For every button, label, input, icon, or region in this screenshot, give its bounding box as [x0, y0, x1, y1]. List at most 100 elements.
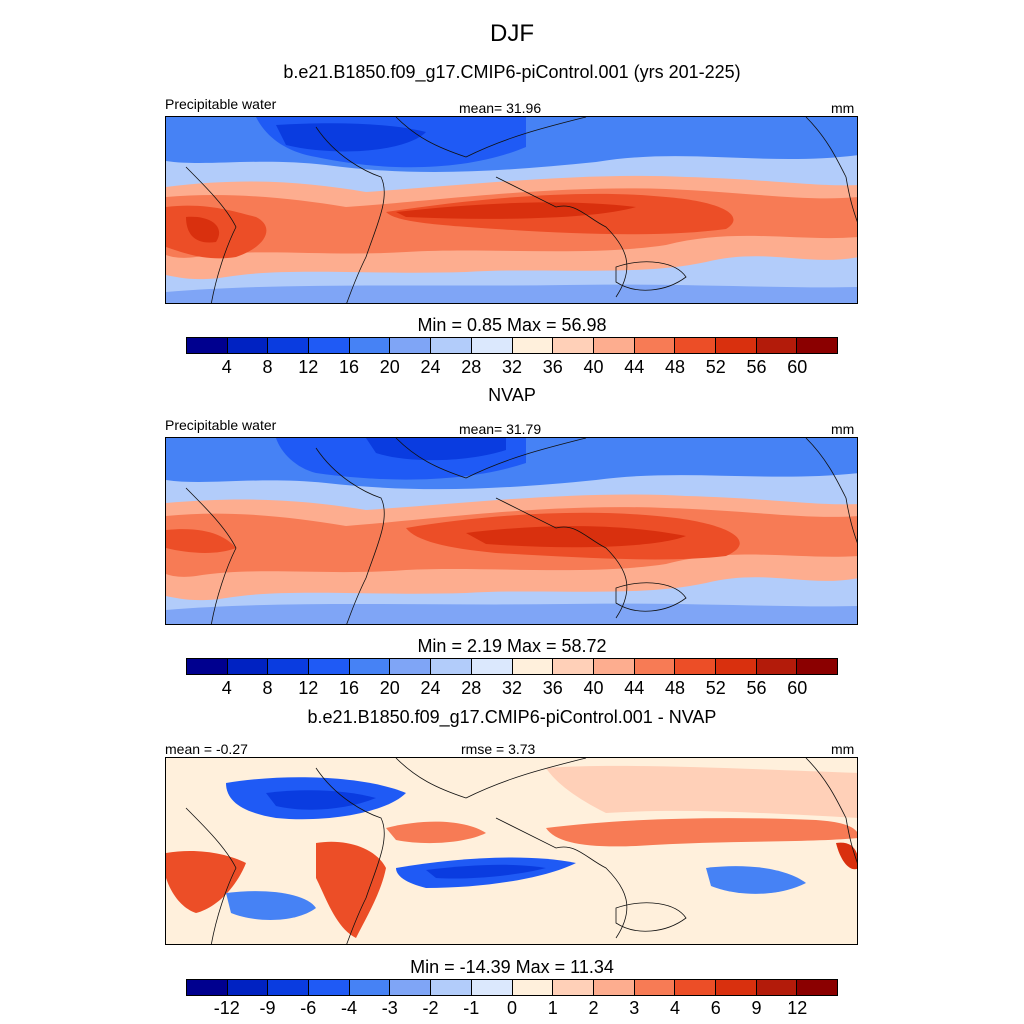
colorbar-segment [634, 659, 676, 674]
colorbar-tick-label: 1 [547, 998, 558, 1018]
panel-2-map [165, 437, 858, 625]
panel-3-map-plot [166, 758, 857, 944]
panel-3-mean-label: mean = -0.27 [165, 741, 248, 757]
colorbar-segment [553, 980, 594, 995]
panel-2-variable-label: Precipitable water [165, 417, 277, 433]
colorbar-segment [512, 659, 554, 674]
colorbar-tick-label: 6 [710, 998, 721, 1018]
colorbar-tick-label: 44 [624, 678, 645, 698]
panel-2-units-label: mm [831, 421, 855, 437]
colorbar-tick-label: 4 [669, 998, 681, 1018]
panel-1-field-south [166, 284, 857, 303]
colorbar-segment [187, 338, 228, 353]
panel-2-colorbar-ticks: 4 8 12 16 20 24 28 32 36 40 44 48 52 56 60 [186, 678, 838, 700]
colorbar-tick-label: 32 [501, 678, 523, 698]
colorbar-segment [268, 338, 310, 353]
panel-3-field-pacific-band [546, 818, 857, 847]
panel-3-field-south-pacific-negative [706, 866, 806, 894]
panel-3-units-label: mm [831, 741, 855, 757]
colorbar-tick-label: 48 [664, 357, 686, 377]
colorbar-segment [797, 338, 837, 353]
colorbar-tick-label: -9 [259, 998, 276, 1018]
colorbar-tick-label: 24 [420, 678, 441, 698]
colorbar-segment [797, 980, 837, 995]
panel-1-colorbar [186, 337, 838, 354]
colorbar-tick-label: 60 [787, 357, 808, 377]
colorbar-tick-label: 8 [262, 678, 273, 698]
colorbar-segment [349, 338, 391, 353]
colorbar-tick-label: 28 [461, 678, 482, 698]
colorbar-tick-label: 3 [629, 998, 640, 1018]
colorbar-tick-label: 4 [221, 678, 232, 698]
page-title: DJF [490, 20, 534, 47]
colorbar-segment [390, 338, 432, 353]
panel-2-min-max: Min = 2.19 Max = 58.72 [417, 636, 607, 656]
panel-1-units-label: mm [831, 100, 855, 116]
panel-3-colorbar-ticks: -12 -9 -6 -4 -3 -2 -1 0 1 2 3 4 6 9 12 [186, 998, 838, 1020]
panel-3-title: b.e21.B1850.f09_g17.CMIP6-piControl.001 … [307, 707, 717, 727]
colorbar-segment [471, 980, 513, 995]
colorbar-tick-label: -3 [381, 998, 398, 1018]
colorbar-segment [756, 338, 798, 353]
colorbar-tick-label: 16 [338, 678, 360, 698]
colorbar-tick-label: 2 [588, 998, 599, 1018]
panel-2-field-warm-pool [166, 512, 740, 560]
colorbar-segment [797, 659, 837, 674]
panel-1-mean-label: mean= 31.96 [459, 100, 542, 116]
colorbar-segment [675, 980, 716, 995]
panel-3-field-indian-core [426, 864, 546, 879]
colorbar-tick-label: 36 [542, 678, 563, 698]
colorbar-segment [268, 980, 310, 995]
panel-3-map [165, 757, 858, 945]
colorbar-segment [471, 338, 513, 353]
colorbar-segment [634, 338, 676, 353]
colorbar-tick-label: 40 [583, 357, 604, 377]
panel-3-field-sahara-core [266, 790, 376, 810]
panel-1-coastlines [185, 117, 857, 303]
colorbar-segment [268, 659, 310, 674]
colorbar-segment [431, 338, 472, 353]
colorbar-tick-label: 44 [624, 357, 645, 377]
colorbar-segment [309, 659, 350, 674]
colorbar-segment [227, 338, 269, 353]
panel-2-map-plot [166, 438, 857, 624]
colorbar-segment [715, 980, 757, 995]
colorbar-segment [187, 659, 228, 674]
colorbar-segment [715, 338, 757, 353]
panel-2-field-max [466, 526, 686, 548]
colorbar-segment [593, 338, 635, 353]
panel-3-field-south-atlantic-negative [226, 891, 316, 920]
panel-2-coastlines [185, 438, 857, 624]
colorbar-tick-label: -4 [340, 998, 358, 1018]
colorbar-segment [431, 659, 472, 674]
colorbar-segment [309, 980, 350, 995]
colorbar-tick-label: 56 [746, 678, 767, 698]
panel-1-field-sahara-core [276, 123, 426, 152]
colorbar-tick-label: 48 [664, 678, 686, 698]
colorbar-tick-label: 52 [705, 678, 726, 698]
panel-3-colorbar [186, 979, 838, 996]
panel-3-min-max: Min = -14.39 Max = 11.34 [410, 957, 614, 977]
panel-1-variable-label: Precipitable water [165, 96, 277, 112]
panel-2-colorbar [186, 658, 838, 675]
panel-1-colorbar-ticks: 4 8 12 16 20 24 28 32 36 40 44 48 52 56 60 [186, 357, 838, 379]
colorbar-segment [593, 659, 635, 674]
colorbar-tick-label: 8 [262, 357, 273, 377]
colorbar-tick-label: 0 [506, 998, 518, 1018]
colorbar-segment [349, 980, 391, 995]
panel-2-title: NVAP [488, 385, 536, 405]
colorbar-tick-label: 52 [705, 357, 726, 377]
colorbar-segment [471, 659, 513, 674]
panel-2-field-south [166, 603, 857, 624]
panel-3-field-arabia-positive [386, 821, 486, 844]
colorbar-segment [512, 338, 554, 353]
panel-3-field-east-pacific-max [836, 842, 857, 870]
colorbar-tick-label: 40 [583, 678, 604, 698]
colorbar-segment [675, 659, 716, 674]
colorbar-segment [756, 659, 798, 674]
panel-1-map-plot [166, 117, 857, 303]
panel-3-field-pacific-positive [546, 765, 857, 818]
colorbar-segment [187, 980, 228, 995]
colorbar-segment [390, 659, 432, 674]
colorbar-segment [390, 980, 432, 995]
